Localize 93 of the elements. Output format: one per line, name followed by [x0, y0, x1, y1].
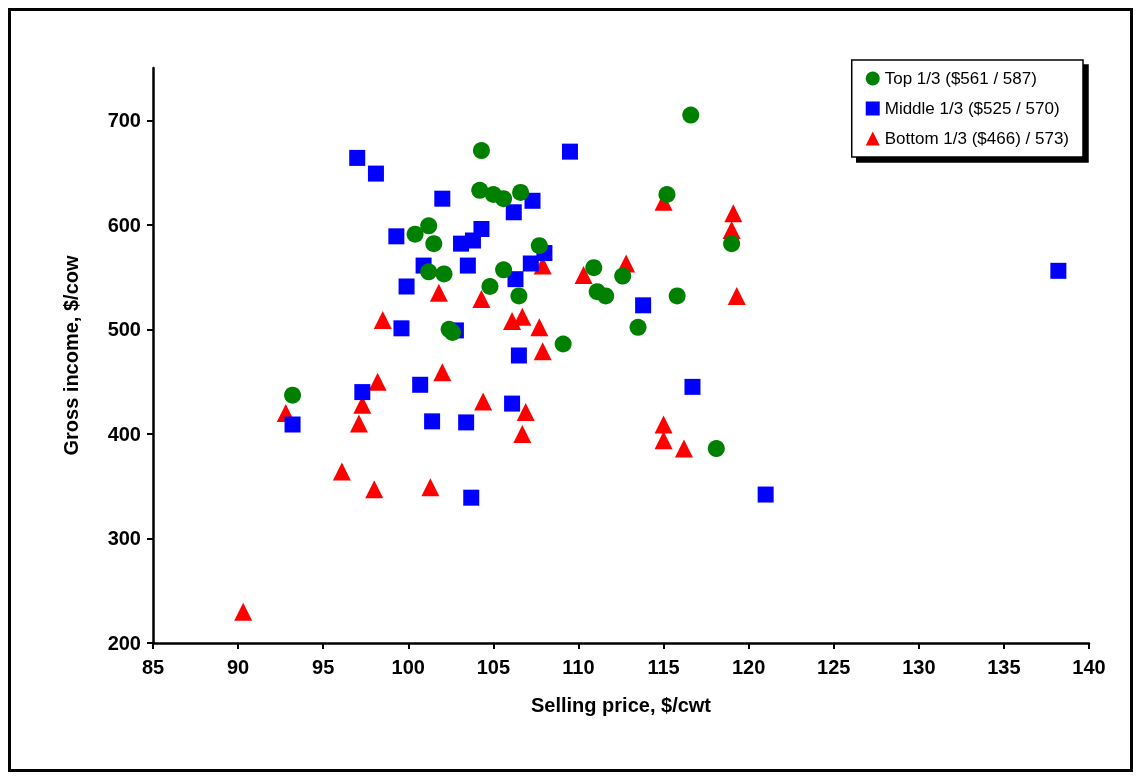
y-tick-label: 300: [107, 527, 141, 550]
point: [597, 287, 615, 305]
point: [522, 255, 539, 272]
point: [349, 414, 368, 433]
point: [463, 489, 480, 506]
point: [459, 257, 476, 274]
point: [512, 183, 530, 201]
point: [474, 392, 493, 411]
point: [513, 424, 532, 443]
point: [707, 440, 725, 458]
point: [424, 413, 441, 430]
point: [406, 225, 424, 243]
x-tick-label: 130: [902, 656, 936, 678]
y-tick-label: 500: [107, 318, 141, 341]
point: [471, 181, 489, 199]
point: [495, 190, 513, 208]
point: [481, 278, 499, 295]
point: [629, 318, 647, 336]
point: [472, 290, 491, 309]
y-tick-label: 700: [107, 109, 141, 132]
x-tick-label: 105: [476, 656, 511, 678]
point: [284, 386, 302, 404]
point: [554, 335, 572, 353]
point: [682, 106, 700, 124]
point: [614, 267, 632, 285]
point: [434, 190, 451, 207]
point: [458, 414, 475, 431]
point: [757, 486, 774, 503]
point: [723, 235, 741, 253]
point: [354, 384, 371, 401]
x-tick-label: 140: [1072, 656, 1106, 678]
point: [393, 320, 410, 337]
point: [574, 266, 593, 284]
point: [530, 237, 548, 255]
x-tick-label: 100: [391, 656, 425, 678]
point: [654, 415, 673, 434]
point: [420, 217, 438, 235]
point: [654, 431, 673, 450]
y-tick-label: 400: [107, 422, 141, 445]
point: [504, 395, 521, 412]
point: [1050, 262, 1067, 279]
point: [516, 402, 535, 421]
point: [332, 462, 351, 481]
point: [530, 318, 549, 337]
point: [668, 287, 686, 305]
point: [367, 165, 384, 182]
point: [435, 265, 453, 283]
point: [388, 228, 405, 245]
point: [561, 143, 578, 160]
point: [635, 297, 652, 314]
x-tick-label: 135: [987, 656, 1021, 678]
legend-label: Middle 1/3 ($525 / 570): [884, 99, 1060, 118]
point: [284, 416, 301, 433]
x-tick-label: 115: [647, 656, 680, 678]
point: [495, 261, 513, 279]
point: [510, 347, 527, 364]
point: [412, 376, 429, 393]
y-axis-title: Gross income, $/cow: [60, 255, 82, 456]
point: [368, 372, 387, 391]
x-tick-label: 90: [226, 656, 250, 678]
point: [505, 204, 522, 221]
x-tick-label: 85: [141, 656, 165, 678]
point: [658, 186, 676, 203]
point: [684, 378, 701, 395]
x-axis-title: Selling price, $/cwt: [530, 694, 712, 716]
point: [727, 286, 746, 305]
x-tick-label: 110: [562, 656, 595, 678]
point: [234, 602, 253, 621]
x-tick-label: 120: [731, 656, 766, 678]
point: [524, 192, 541, 209]
point: [420, 263, 438, 281]
x-tick-label: 125: [817, 656, 851, 678]
legend-label: Top 1/3 ($561 / 587): [884, 69, 1037, 88]
point: [373, 310, 392, 329]
point: [433, 363, 452, 382]
point: [507, 271, 524, 288]
point: [421, 478, 440, 497]
point: [472, 142, 490, 160]
point: [398, 278, 415, 295]
point: [365, 480, 384, 499]
y-tick-label: 600: [107, 213, 141, 236]
point: [349, 149, 366, 166]
legend-label: Bottom 1/3 ($466) / 573): [884, 129, 1070, 148]
point: [425, 235, 443, 253]
point: [510, 287, 528, 305]
point: [429, 283, 448, 302]
y-tick-label: 200: [107, 632, 141, 654]
x-tick-label: 95: [312, 656, 335, 678]
point: [674, 439, 693, 458]
point: [533, 342, 552, 361]
point: [585, 259, 603, 277]
point: [453, 235, 470, 252]
point: [724, 204, 743, 223]
